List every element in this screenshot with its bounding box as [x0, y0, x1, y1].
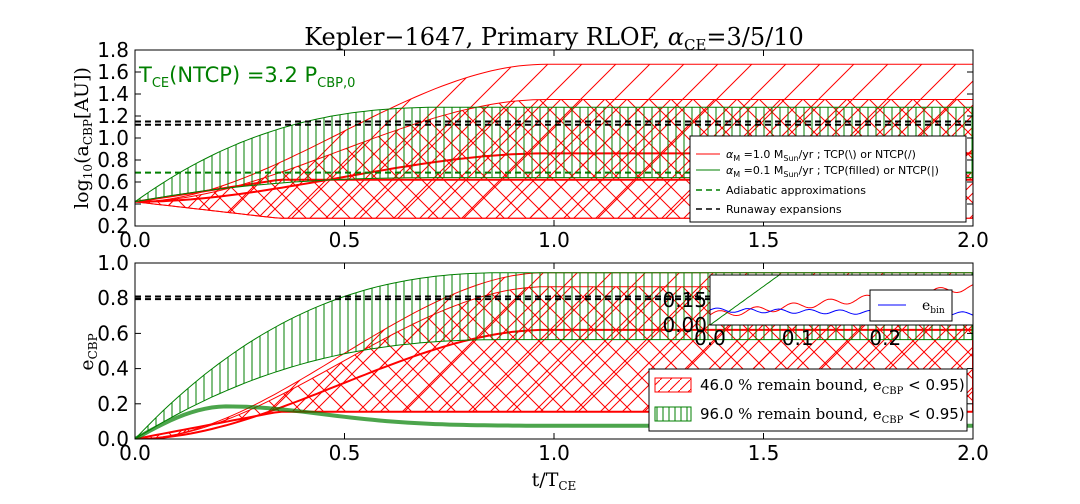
- panel1-ylabel: log10(aCBP[AU]): [71, 67, 95, 209]
- leg1-green-sub2: Sun: [783, 170, 798, 179]
- leg1-red-sub: M: [733, 154, 740, 163]
- leg2-green-pct: 96.0: [700, 405, 733, 423]
- ytick-label-0-5: 1.2: [97, 104, 129, 128]
- annot-mid: (NTCP) =3.2 P: [169, 63, 317, 87]
- ytick-label-1-3: 0.6: [97, 321, 129, 345]
- inset-binary-eccentricity: 0.0 0.1 0.2 0.000.15 ebin: [662, 274, 974, 350]
- ytick-label-1-0: 0.0: [97, 427, 129, 451]
- legend1-entry-adiabatic: Adiabatic approximations: [726, 184, 866, 197]
- xlabel-sub: CE: [558, 479, 576, 493]
- panel2-ylabel: eCBP: [76, 333, 100, 370]
- leg1-red-alpha: α: [726, 148, 734, 161]
- xtick-label-0-0: 0.0: [119, 228, 151, 252]
- inset-ytick-1: 0.15: [662, 288, 707, 312]
- xtick-label-1-0: 0.0: [119, 441, 151, 465]
- xtick-label-1-4: 2.0: [957, 441, 989, 465]
- inset-ticks: 0.0 0.1 0.2 0.000.15: [662, 288, 901, 350]
- ytick-label-0-1: 0.4: [97, 192, 129, 216]
- legend2-swatch-green: [654, 406, 692, 422]
- legend1-entry-green: αM =0.1 MSun/yr ; TCP(filled) or NTCP(|): [726, 164, 939, 179]
- ylabel1-sub2: CBP: [81, 119, 95, 145]
- ytick-label-0-6: 1.4: [97, 82, 129, 106]
- ylabel1-pre: log: [71, 179, 93, 209]
- legend1-entry-runaway: Runaway expansions: [726, 203, 842, 216]
- panel-semimajor-axis: 0.0 0.5 1.0 1.5 2.00.20.40.60.81.01.21.41.61…: [71, 38, 989, 252]
- chart-title: Kepler−1647, Primary RLOF, αCE=3/5/10: [304, 23, 804, 54]
- inset-legend-sub: bin: [930, 306, 945, 316]
- leg2-red-sub: CBP: [882, 386, 904, 397]
- xtick-label-0-1: 0.5: [329, 228, 361, 252]
- leg2-red-b: % remain bound, e: [733, 376, 881, 394]
- leg1-red-text: ; TCP(\) or NTCP(/): [813, 148, 916, 161]
- title-main: Kepler−1647, Primary RLOF,: [304, 23, 668, 51]
- legend2-entry-red: 46.0 % remain bound, eCBP < 0.95): [700, 376, 965, 397]
- ytick-label-1-2: 0.4: [97, 357, 129, 381]
- ytick-label-1-1: 0.2: [97, 392, 129, 416]
- leg1-green-text: ; TCP(filled) or NTCP(|): [813, 164, 939, 177]
- panel1-ticks: 0.0 0.5 1.0 1.5 2.00.20.40.60.81.01.21.41.61…: [97, 38, 989, 252]
- annot-sub1: CE: [152, 76, 169, 91]
- xtick-label-0-2: 1.0: [538, 228, 570, 252]
- legend1-entry-red: αM =1.0 MSun/yr ; TCP(\) or NTCP(/): [726, 148, 916, 163]
- panel1-legend: αM =1.0 MSun/yr ; TCP(\) or NTCP(/) αM =…: [689, 135, 967, 223]
- ytick-label-0-3: 0.8: [97, 148, 129, 172]
- leg1-red-mid: =1.0 M: [740, 148, 783, 161]
- ylabel2-sub: CBP: [86, 333, 100, 359]
- panel2-ticks: 0.0 0.5 1.0 1.5 2.0 0.0 0.2 0.4 0.6 0.8 1.0: [97, 251, 989, 465]
- ylabel1-sub1: 10: [81, 164, 95, 179]
- leg1-red-sub2: Sun: [783, 154, 798, 163]
- ytick-label-1-5: 1.0: [97, 251, 129, 275]
- leg1-red-post: /yr: [799, 148, 814, 161]
- leg2-green-sub: CBP: [882, 415, 904, 426]
- leg1-green-mid: =0.1 M: [740, 164, 783, 177]
- ytick-label-0-2: 0.6: [97, 170, 129, 194]
- leg2-red-c: < 0.95): [903, 376, 964, 394]
- ylabel2-main: e: [76, 359, 98, 370]
- xlabel-main: t/T: [532, 469, 559, 491]
- legend2-swatch-red: [654, 377, 692, 393]
- panel2-legend: 46.0 % remain bound, eCBP < 0.95) 96.0 %…: [648, 368, 968, 432]
- xtick-label-1-3: 1.5: [748, 441, 780, 465]
- x-axis-label: t/TCE: [532, 469, 577, 493]
- inset-legend-label: ebin: [922, 298, 945, 316]
- inset-ytick-0: 0.00: [662, 313, 707, 337]
- title-sub: CE: [684, 36, 706, 54]
- leg1-green-post: /yr: [799, 164, 814, 177]
- inset-xtick-0: 0.0: [694, 326, 726, 350]
- ylabel1-post: [AU]): [71, 67, 93, 119]
- ytick-label-0-4: 1.0: [97, 126, 129, 150]
- legend2-box: [648, 368, 968, 432]
- ylabel1-mid: (a: [71, 145, 93, 164]
- annot-sub2: CBP,0: [317, 76, 355, 91]
- ytick-label-0-0: 0.2: [97, 214, 129, 238]
- legend1-box: [689, 135, 967, 223]
- xtick-label-1-2: 1.0: [538, 441, 570, 465]
- ytick-label-0-8: 1.8: [97, 38, 129, 62]
- inset-xtick-1: 0.1: [782, 326, 814, 350]
- band-0-3: [135, 106, 973, 203]
- inset-legend-e: e: [922, 298, 930, 314]
- leg1-green-sub: M: [733, 170, 740, 179]
- legend2-entry-green: 96.0 % remain bound, eCBP < 0.95): [700, 405, 965, 426]
- inset-frame: [709, 274, 974, 326]
- ytick-label-0-7: 1.6: [97, 60, 129, 84]
- inset-xtick-2: 0.2: [869, 326, 901, 350]
- xtick-label-1-1: 0.5: [329, 441, 361, 465]
- title-alpha: α: [668, 23, 684, 51]
- panel1-annotation: TCE(NTCP) =3.2 PCBP,0: [138, 63, 355, 91]
- annot-main: T: [138, 63, 152, 87]
- leg2-red-pct: 46.0: [700, 376, 733, 394]
- leg2-green-b: % remain bound, e: [733, 405, 881, 423]
- title-value: =3/5/10: [706, 23, 803, 51]
- ytick-label-1-4: 0.8: [97, 286, 129, 310]
- xtick-label-0-3: 1.5: [748, 228, 780, 252]
- inset-green-line: [710, 275, 781, 325]
- leg2-green-c: < 0.95): [903, 405, 964, 423]
- xtick-label-0-4: 2.0: [957, 228, 989, 252]
- leg1-green-alpha: α: [726, 164, 734, 177]
- panel-eccentricity: 0.0 0.5 1.0 1.5 2.00.00.20.40.60.81.0 eCBP 0…: [76, 251, 989, 465]
- band-1-2: [135, 328, 973, 439]
